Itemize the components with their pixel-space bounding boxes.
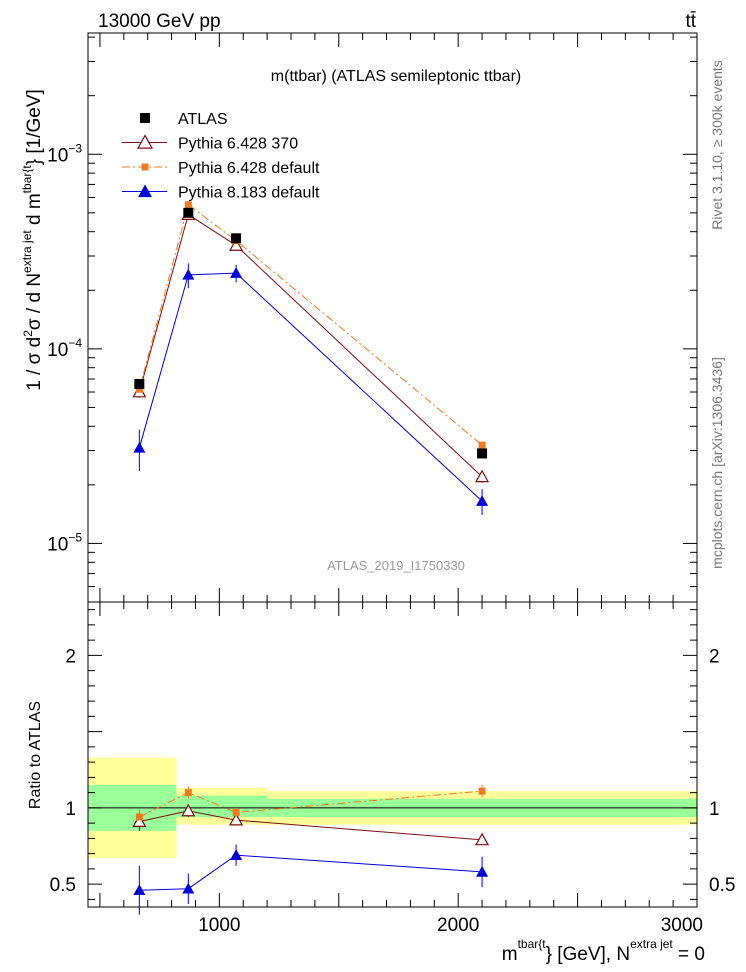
data-point [230, 849, 243, 860]
series-line [138, 203, 483, 446]
x-label-pre: m [502, 944, 518, 965]
y-tick-exp: −3 [68, 141, 82, 155]
data-point [184, 789, 192, 797]
main-panel: 10−510−410−3 m(ttbar) (ATLAS semileptoni… [47, 32, 698, 603]
data-point [136, 134, 154, 149]
data-point [230, 267, 243, 278]
legend: ATLAS Pythia 6.428 370 Pythia 6.428 defaul… [122, 111, 320, 202]
y-tick-base: 10 [47, 340, 68, 361]
data-point [184, 201, 192, 209]
x-label-end: = 0 [673, 944, 705, 965]
y-tick-exp: −4 [68, 336, 82, 350]
y-tick-label: 10−3 [47, 141, 82, 166]
y-tick-base: 10 [47, 145, 68, 166]
data-point [181, 803, 196, 817]
x-label-sup2: extra jet [630, 937, 673, 951]
x-axis-label: mtbar{t} [GeV], Nextra jet = 0 [502, 937, 705, 965]
data-point [231, 233, 242, 244]
data-point [478, 787, 486, 795]
data-point [133, 441, 146, 453]
y-label-mid1: σ / d N [24, 273, 45, 330]
ratio-tick-label-right: 1 [709, 799, 720, 820]
ratio-frame [87, 601, 698, 908]
legend-label: Pythia 6.428 default [178, 160, 320, 177]
y-label-mid2: d m [24, 193, 45, 230]
ratio-panel: 0.5 0.5 1 1 2 2 1000 2000 3000 [50, 601, 735, 936]
main-data [132, 201, 490, 515]
data-point [477, 448, 488, 459]
data-point [183, 207, 194, 218]
y-tick-base: 10 [47, 534, 68, 555]
series-line [138, 213, 483, 478]
data-point [182, 268, 195, 280]
data-point [232, 808, 240, 816]
legend-label: ATLAS [178, 111, 228, 128]
legend-label: Pythia 8.183 default [178, 185, 320, 202]
y-tick-exp: −5 [68, 530, 82, 544]
y-axis-label: 1 / σ d2σ / d Nextra jet d mtbar{t} [1/G… [20, 89, 45, 391]
data-point [476, 495, 489, 506]
rivet-label: Rivet 3.1.10, ≥ 300k events [709, 60, 725, 230]
legend-label: Pythia 6.428 370 [178, 136, 298, 153]
analysis-id: ATLAS_2019_I1750330 [327, 558, 465, 573]
y-label-sup1: 2 [21, 330, 35, 337]
x-tick-label: 1000 [198, 915, 240, 936]
y-tick-label: 10−4 [47, 336, 82, 361]
x-tick-label: 3000 [661, 915, 703, 936]
y-label-end: } [1/GeV] [24, 89, 45, 165]
ratio-tick-label: 0.5 [50, 875, 76, 896]
y-label-sup2: extra jet [20, 230, 34, 273]
ratio-series-line [139, 854, 483, 891]
uncertainty-band-inner [214, 795, 268, 818]
data-point [138, 184, 152, 198]
chart-title: m(ttbar) (ATLAS semileptonic ttbar) [271, 68, 521, 85]
ratio-tick-label-right: 0.5 [709, 875, 735, 896]
mcplots-label: mcplots.cern.ch [arXiv:1306.3436] [709, 357, 725, 569]
x-label-mid: } [GeV], N [546, 944, 630, 965]
data-point [182, 882, 195, 894]
ratio-tick-label: 2 [65, 646, 76, 667]
data-point [140, 113, 150, 123]
ratio-series-line [139, 790, 483, 818]
ratio-data [132, 785, 490, 915]
ratio-tick-label-right: 2 [709, 646, 720, 667]
series-line [138, 272, 483, 502]
data-point [229, 812, 244, 826]
x-label-sup1: tbar{t [518, 937, 547, 951]
ratio-ticks: 0.5 0.5 1 1 2 2 1000 2000 3000 [50, 602, 735, 936]
ratio-bands [88, 757, 697, 859]
ratio-tick-label: 1 [65, 799, 76, 820]
x-tick-label: 2000 [437, 915, 479, 936]
data-point [475, 832, 490, 846]
data-point [135, 813, 143, 821]
y-label-sup3: tbar{t [20, 165, 34, 194]
data-point [229, 238, 244, 251]
process-label: tt̄ [685, 11, 696, 32]
data-point [133, 884, 146, 896]
y-label-main: 1 / σ d [24, 337, 45, 391]
data-point [135, 385, 143, 393]
ratio-y-axis-label: Ratio to ATLAS [27, 701, 44, 809]
main-ticks: 10−510−410−3 [47, 33, 698, 602]
data-point [141, 163, 149, 171]
data-point [478, 441, 486, 449]
data-point [132, 814, 147, 828]
data-point [475, 469, 490, 483]
energy-label: 13000 GeV pp [98, 11, 221, 32]
data-point [134, 378, 145, 389]
data-point [476, 865, 489, 877]
uncertainty-band-inner [176, 795, 215, 818]
ratio-series-line [139, 810, 483, 841]
y-tick-label: 10−5 [47, 530, 82, 555]
